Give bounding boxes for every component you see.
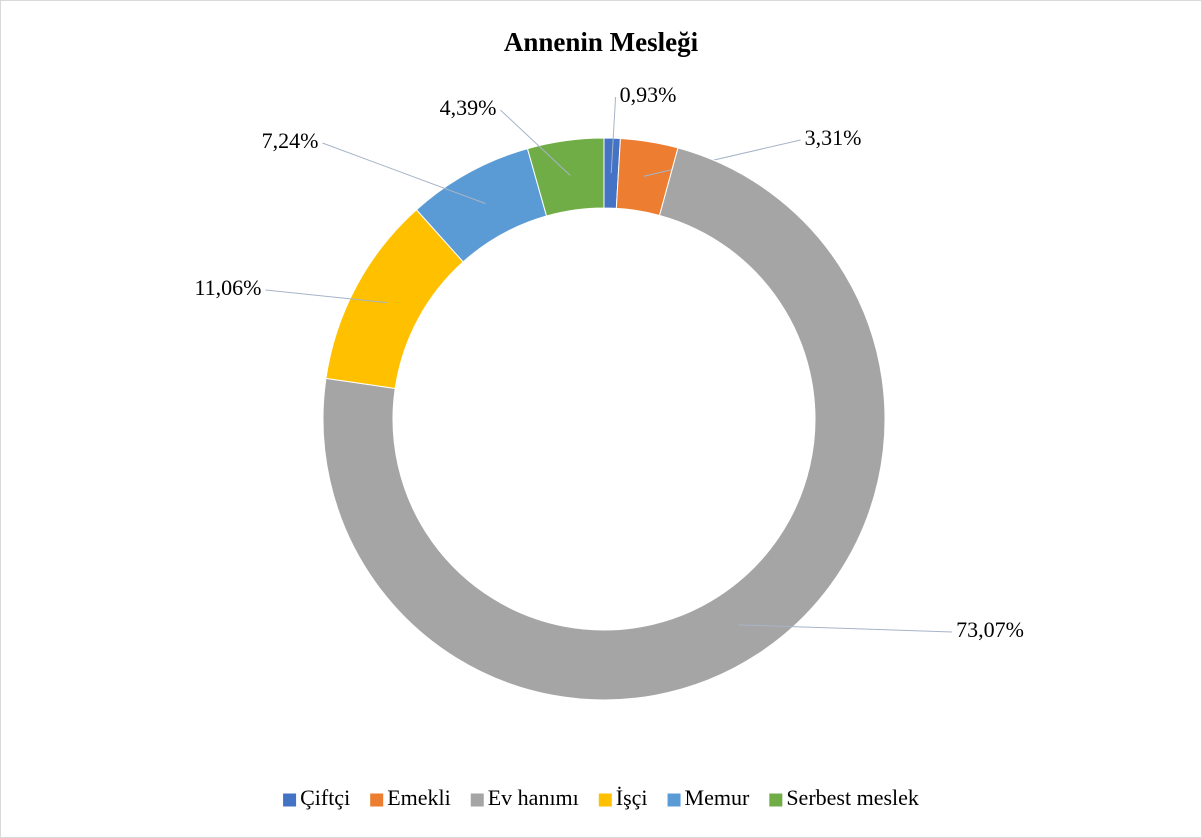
legend-swatch (667, 793, 681, 807)
leader-line (322, 142, 486, 204)
data-label: 11,06% (194, 275, 261, 300)
data-label: 4,39% (440, 95, 497, 120)
data-label: 73,07% (956, 617, 1024, 642)
leader-line (610, 96, 617, 174)
chart-title: Annenin Mesleği (504, 27, 699, 57)
data-label: 7,24% (262, 128, 319, 153)
legend-label: Ev hanımı (488, 785, 579, 810)
legend-swatch (598, 793, 612, 807)
legend-label: Serbest meslek (786, 785, 919, 810)
donut-slice (322, 147, 886, 701)
data-label: 3,31% (805, 125, 862, 150)
legend-swatch (370, 793, 384, 807)
legend-label: Çiftçi (300, 785, 350, 810)
legend-label: Emekli (387, 785, 451, 810)
legend-label: Memur (685, 785, 750, 810)
legend-label: İşçi (616, 785, 648, 810)
leader-line (643, 139, 801, 177)
leader-line (265, 289, 388, 304)
leader-line (500, 109, 571, 176)
data-label: 0,93% (620, 82, 677, 107)
legend-swatch (283, 793, 297, 807)
legend-swatch (470, 793, 484, 807)
leader-line (738, 624, 953, 633)
legend-swatch (769, 793, 783, 807)
donut-slice (526, 137, 605, 217)
